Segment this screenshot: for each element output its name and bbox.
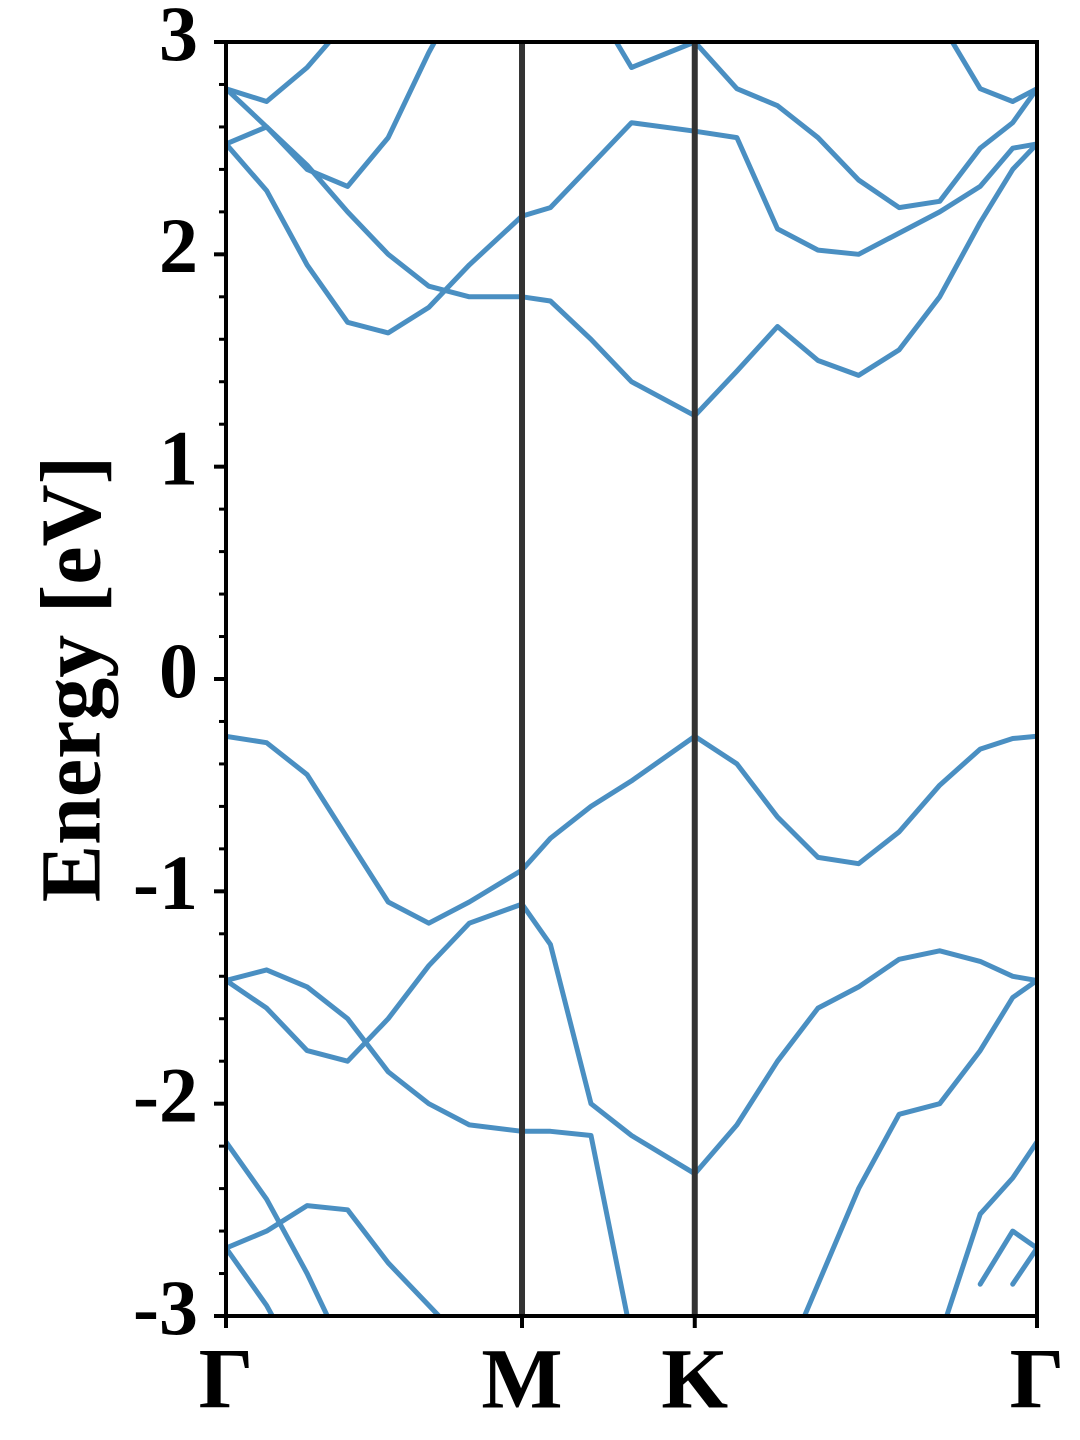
band-line — [613, 42, 1037, 211]
band-line — [226, 1203, 443, 1316]
x-tick-label: M — [481, 1331, 562, 1427]
band-line — [226, 86, 1037, 419]
y-tick-label: 2 — [159, 202, 198, 289]
band-line — [226, 42, 438, 189]
band-line — [801, 978, 1037, 1316]
band-line — [977, 1228, 1037, 1287]
y-tick-label: 1 — [159, 415, 198, 502]
y-tick-label: -1 — [133, 839, 198, 926]
band-line — [226, 733, 1037, 926]
x-tick-label: Γ — [199, 1331, 254, 1427]
y-tick-label: 0 — [159, 627, 198, 714]
band-line — [949, 42, 1037, 104]
y-axis-label: Energy [eV] — [23, 456, 119, 903]
bands — [226, 42, 1037, 1316]
band-line — [226, 1245, 276, 1316]
band-line — [1010, 1245, 1037, 1287]
band-line — [226, 967, 630, 1316]
y-tick-label: 3 — [159, 0, 198, 77]
band-line — [226, 1139, 331, 1316]
band-line — [226, 42, 333, 104]
x-tick-label: K — [661, 1331, 728, 1427]
y-tick-label: -3 — [133, 1264, 198, 1351]
plot-frame — [224, 40, 1039, 1318]
band-line — [944, 1139, 1037, 1316]
y-tick-label: -2 — [133, 1052, 198, 1139]
band-line — [226, 901, 1037, 1177]
band-line — [226, 120, 1037, 336]
x-tick-label: Γ — [1010, 1331, 1065, 1427]
